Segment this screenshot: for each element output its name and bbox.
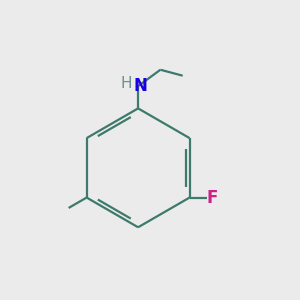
Text: F: F — [206, 189, 218, 207]
Text: N: N — [134, 76, 147, 94]
Text: H: H — [121, 76, 132, 91]
